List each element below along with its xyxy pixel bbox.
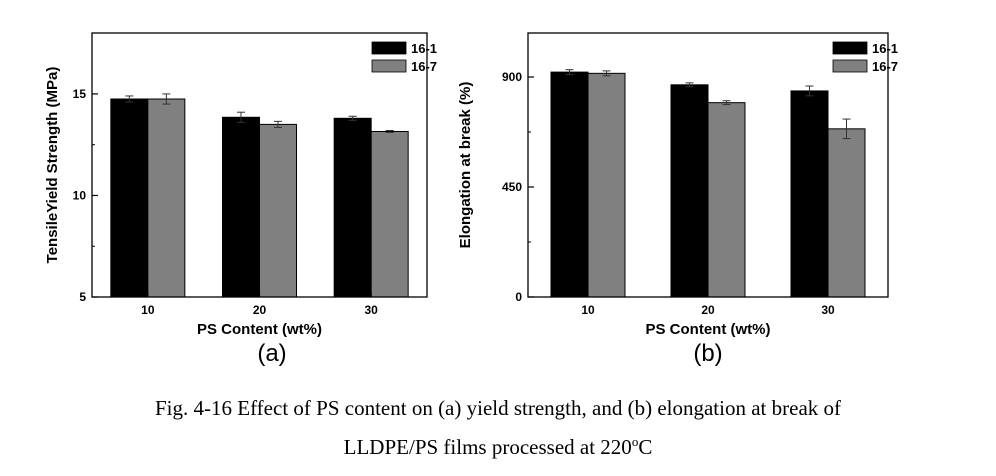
figure-caption-line2: LLDPE/PS films processed at 220oC	[0, 424, 996, 465]
figure-caption-line1: Fig. 4-16 Effect of PS content on (a) yi…	[154, 396, 842, 420]
chart-b-bar-16-1-20	[670, 84, 709, 298]
chart-b-legend-swatch-16-1	[832, 41, 868, 55]
chart-a-legend-label-16-1: 16-1	[411, 41, 437, 56]
chart-b-xtick-label-10: 10	[581, 303, 595, 317]
caption-degree-superscript: o	[631, 434, 639, 449]
chart-b-bar-16-7-20	[707, 102, 746, 298]
chart-a-ytick-label-15: 15	[73, 87, 87, 101]
chart-b-bar-16-7-10	[587, 72, 626, 298]
chart-b-legend: 16-1 16-7	[832, 41, 898, 74]
chart-b: 0 450 900 10 20 30 PS Content (wt%) Elongation …	[457, 32, 898, 367]
chart-b-legend-label-16-7: 16-7	[872, 59, 898, 74]
chart-a-xtick-label-20: 20	[253, 303, 267, 317]
chart-b-bar-16-7-30	[827, 128, 866, 298]
chart-a-yaxis-title: TensileYield Strength (MPa)	[44, 67, 61, 264]
chart-b-legend-swatch-16-7	[832, 59, 868, 73]
chart-b-errorbar-16-7-30	[842, 118, 851, 140]
chart-b-panel-label: (b)	[693, 340, 722, 367]
caption-line2-text: LLDPE/PS films processed at 220	[343, 435, 632, 459]
chart-b-legend-label-16-1: 16-1	[872, 41, 898, 56]
chart-b-ytick-label-450: 450	[502, 180, 522, 194]
chart-a-xtick-label-30: 30	[364, 303, 378, 317]
chart-a-bar-16-1-20	[222, 116, 260, 298]
chart-b-errorbar-16-7-10	[602, 70, 611, 77]
figure-charts: 5 10 15 10 20 30 PS Content (wt%) TensileYield …	[44, 32, 898, 367]
chart-a-ytick-label-10: 10	[73, 188, 87, 202]
chart-a-errorbar-16-7-10	[162, 93, 171, 105]
chart-b-xtick-label-30: 30	[821, 303, 835, 317]
chart-a-bar-16-7-30	[370, 130, 409, 298]
chart-a-legend-label-16-7: 16-7	[411, 59, 437, 74]
chart-a-bar-16-7-20	[259, 123, 297, 298]
chart-a-panel-label: (a)	[257, 340, 286, 367]
chart-b-xaxis-title: PS Content (wt%)	[646, 321, 771, 338]
chart-b-errorbar-16-1-30	[805, 85, 814, 97]
chart-a-errorbar-16-7-20	[274, 120, 282, 128]
chart-b-errorbar-16-1-10	[565, 69, 574, 76]
chart-a-ytick-label-5: 5	[79, 290, 86, 304]
chart-a-legend: 16-1 16-7	[371, 41, 437, 74]
chart-a-bar-16-1-10	[110, 98, 149, 298]
chart-b-xtick-label-20: 20	[701, 303, 715, 317]
chart-a-bar-16-7-10	[147, 98, 186, 298]
chart-b-bar-16-1-10	[550, 71, 589, 298]
chart-b-ytick-label-0: 0	[515, 290, 522, 304]
chart-b-bar-16-1-30	[790, 90, 829, 298]
chart-a-errorbar-16-1-30	[348, 115, 357, 121]
chart-b-yaxis-title: Elongation at break (%)	[457, 82, 474, 249]
chart-a-legend-swatch-16-7	[371, 59, 407, 73]
chart-a-xtick-label-10: 10	[141, 303, 155, 317]
chart-a-errorbar-16-1-10	[125, 95, 134, 103]
chart-a-legend-swatch-16-1	[371, 41, 407, 55]
chart-b-ytick-label-900: 900	[502, 70, 522, 84]
chart-b-errorbar-16-7-20	[722, 100, 731, 106]
caption-line2-unit: C	[638, 435, 653, 459]
chart-a-xaxis-title: PS Content (wt%)	[197, 321, 322, 338]
chart-a-errorbar-16-1-20	[237, 111, 245, 123]
chart-a-bar-16-1-30	[333, 117, 372, 298]
chart-a-errorbar-16-7-30	[385, 129, 394, 134]
chart-b-errorbar-16-1-20	[685, 82, 694, 88]
chart-a: 5 10 15 10 20 30 PS Content (wt%) TensileYield …	[44, 32, 437, 367]
